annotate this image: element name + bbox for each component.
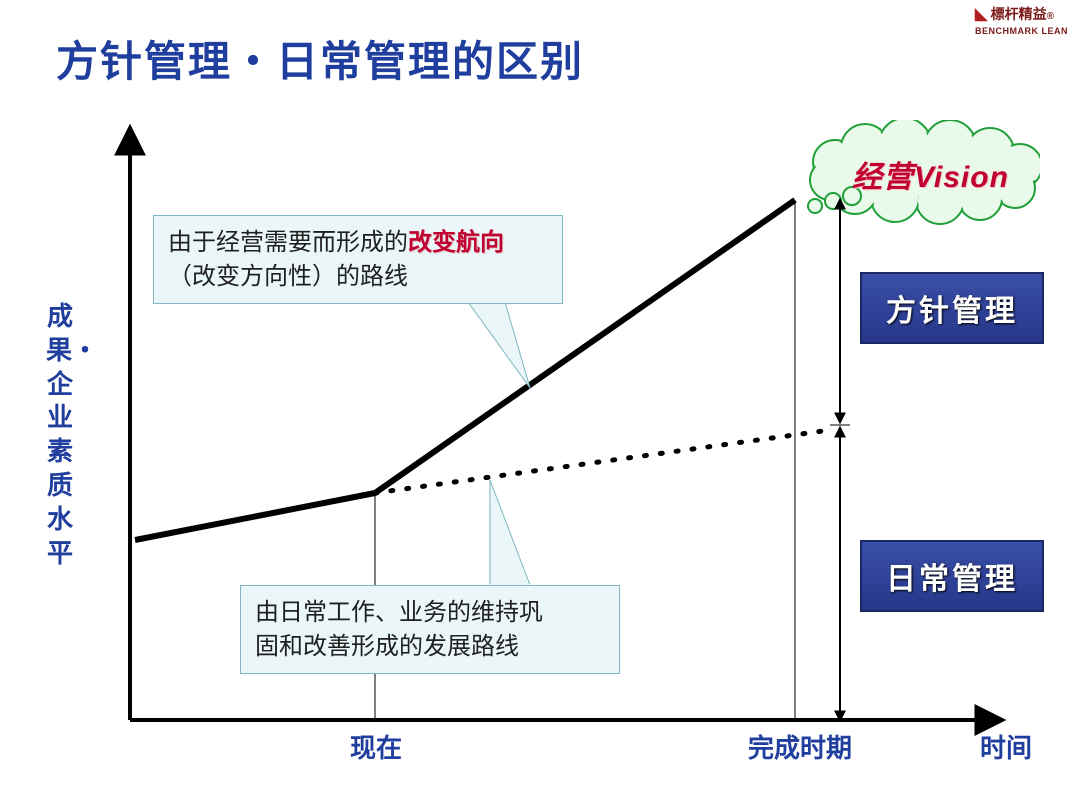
callout-upper: 由于经营需要而形成的改变航向 （改变方向性）的路线 (153, 215, 563, 304)
x-tick-now: 现在 (350, 728, 402, 765)
slide: 方针管理・日常管理的区别 ◣ 標杆精益® BENCHMARK LEAN 成果・企… (0, 0, 1080, 810)
y-axis-label: 成果・企业素质水平 (46, 300, 74, 570)
callout-upper-emph: 改变航向 (408, 229, 504, 256)
brand-logo: ◣ 標杆精益® BENCHMARK LEAN (975, 6, 1068, 37)
slide-title: 方针管理・日常管理的区别 (56, 28, 584, 89)
chart-area: 成果・企业素质水平 现在 完成时期 时间 由于经营需要而形成的改变航向 （改变方… (40, 120, 1040, 780)
logo-cn: 標杆精益 (991, 6, 1047, 22)
cloud-label: 经营Vision (852, 152, 1009, 196)
callout-upper-p1: 由于经营需要而形成的 (168, 229, 408, 256)
label-daily: 日常管理 (860, 540, 1044, 612)
label-policy: 方针管理 (860, 272, 1044, 344)
callout-lower: 由日常工作、业务的维持巩 固和改善形成的发展路线 (240, 585, 620, 674)
callout-lower-p1: 由日常工作、业务的维持巩 (255, 599, 543, 626)
logo-en: BENCHMARK LEAN (975, 26, 1068, 36)
x-tick-end: 完成时期 (748, 728, 852, 765)
callout-lower-p2: 固和改善形成的发展路线 (255, 633, 519, 660)
callout-upper-p2: （改变方向性）的路线 (168, 263, 408, 290)
x-axis-label: 时间 (980, 728, 1032, 765)
